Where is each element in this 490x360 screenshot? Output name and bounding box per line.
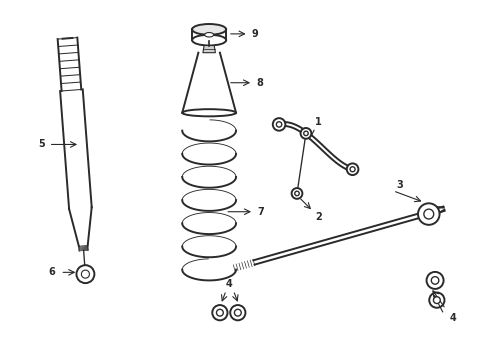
Text: 5: 5: [38, 139, 45, 149]
Ellipse shape: [192, 24, 226, 35]
Text: 8: 8: [257, 78, 264, 88]
Ellipse shape: [418, 203, 440, 225]
Ellipse shape: [182, 109, 236, 116]
Text: 3: 3: [397, 180, 403, 190]
Ellipse shape: [192, 35, 226, 45]
Ellipse shape: [76, 265, 95, 283]
Text: 2: 2: [315, 212, 322, 222]
Ellipse shape: [295, 191, 299, 196]
Ellipse shape: [230, 305, 245, 320]
Text: 7: 7: [258, 207, 265, 217]
Ellipse shape: [292, 188, 302, 199]
Ellipse shape: [434, 297, 440, 303]
Ellipse shape: [205, 32, 214, 37]
Text: 1: 1: [315, 117, 322, 127]
Text: 4: 4: [225, 279, 232, 289]
Ellipse shape: [304, 131, 308, 136]
Ellipse shape: [234, 309, 241, 316]
Ellipse shape: [276, 122, 282, 127]
Ellipse shape: [427, 272, 443, 289]
Ellipse shape: [300, 128, 311, 139]
Ellipse shape: [424, 209, 434, 219]
Ellipse shape: [429, 293, 444, 308]
Text: 4: 4: [450, 313, 456, 323]
Ellipse shape: [217, 309, 223, 316]
Ellipse shape: [431, 276, 439, 284]
Ellipse shape: [81, 270, 90, 278]
Ellipse shape: [212, 305, 227, 320]
Text: 9: 9: [251, 29, 258, 39]
Ellipse shape: [273, 118, 285, 131]
Ellipse shape: [347, 163, 358, 175]
Polygon shape: [203, 45, 216, 53]
Text: 6: 6: [48, 267, 55, 277]
Ellipse shape: [350, 167, 355, 172]
